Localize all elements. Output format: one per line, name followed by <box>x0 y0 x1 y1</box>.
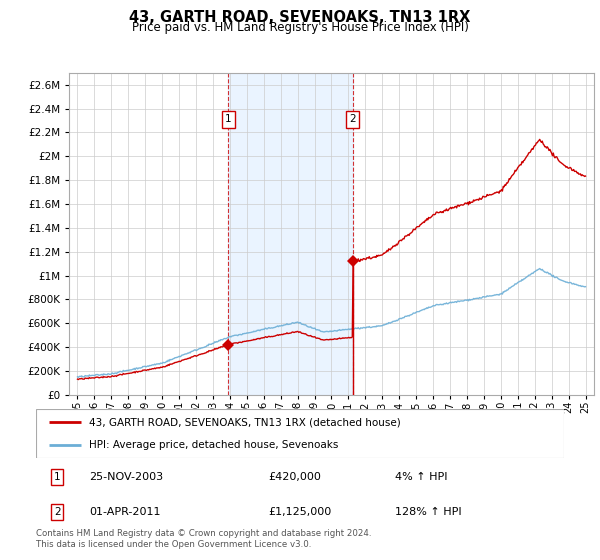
Bar <box>228 73 353 395</box>
Text: £1,125,000: £1,125,000 <box>268 507 332 516</box>
Text: 1: 1 <box>225 114 232 124</box>
Text: Contains HM Land Registry data © Crown copyright and database right 2024.
This d: Contains HM Land Registry data © Crown c… <box>36 529 371 549</box>
Text: 01-APR-2011: 01-APR-2011 <box>89 507 160 516</box>
Text: 4% ↑ HPI: 4% ↑ HPI <box>395 472 448 482</box>
Text: 2: 2 <box>54 507 61 516</box>
Text: £420,000: £420,000 <box>268 472 321 482</box>
Text: HPI: Average price, detached house, Sevenoaks: HPI: Average price, detached house, Seve… <box>89 440 338 450</box>
Text: 43, GARTH ROAD, SEVENOAKS, TN13 1RX (detached house): 43, GARTH ROAD, SEVENOAKS, TN13 1RX (det… <box>89 417 401 427</box>
Text: Price paid vs. HM Land Registry's House Price Index (HPI): Price paid vs. HM Land Registry's House … <box>131 21 469 34</box>
Text: 43, GARTH ROAD, SEVENOAKS, TN13 1RX: 43, GARTH ROAD, SEVENOAKS, TN13 1RX <box>130 10 470 25</box>
Text: 25-NOV-2003: 25-NOV-2003 <box>89 472 163 482</box>
Text: 2: 2 <box>349 114 356 124</box>
Text: 128% ↑ HPI: 128% ↑ HPI <box>395 507 461 516</box>
Text: 1: 1 <box>54 472 61 482</box>
